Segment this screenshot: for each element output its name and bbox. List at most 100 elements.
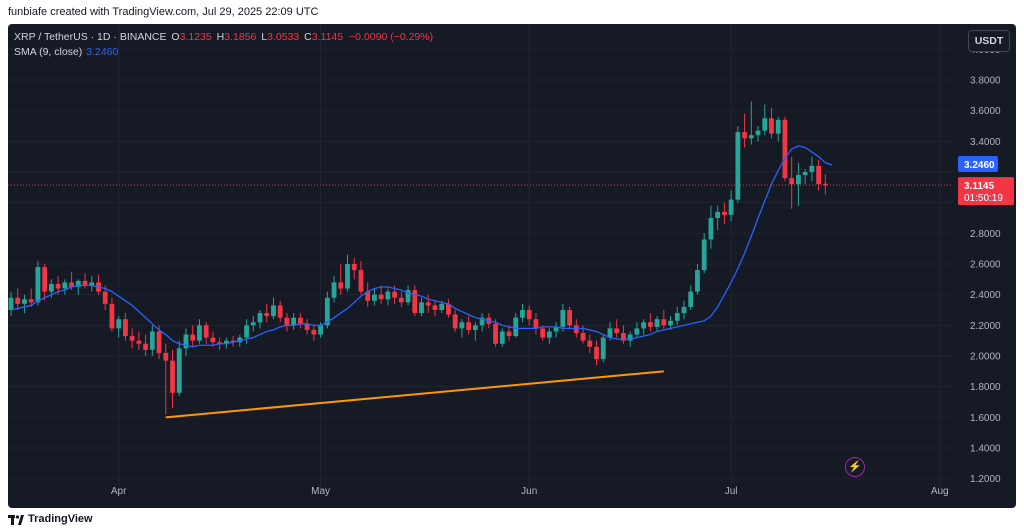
candle-body [479, 317, 485, 326]
candle-body [35, 267, 41, 303]
candle-body [695, 270, 700, 292]
candle-body [42, 267, 48, 292]
candle-body [217, 342, 223, 344]
candle-body [28, 299, 34, 303]
watermark: KashifCityAltcoin [875, 508, 1012, 527]
candle-body [553, 326, 559, 332]
candle-body [183, 334, 189, 349]
candle-body [681, 306, 687, 314]
candle-body [647, 322, 653, 327]
sma-price-tag [958, 155, 998, 172]
candle-body [297, 317, 303, 324]
candle-body [674, 313, 680, 321]
lightning-icon[interactable]: ⚡ [845, 457, 865, 477]
candle-body [466, 322, 472, 330]
candle-body [547, 331, 552, 338]
candle-body [816, 165, 821, 185]
candle-body [163, 352, 169, 361]
currency-button[interactable]: USDT [968, 30, 1010, 52]
symbol-label: XRP / TetherUS · 1D · BINANCE [14, 31, 167, 43]
candle-body [284, 317, 290, 326]
candle-body [358, 270, 364, 292]
candle-body [540, 328, 546, 338]
candle-body [264, 313, 270, 317]
footer-bar: TradingView [0, 508, 1024, 532]
chart-panel[interactable]: 1.2000 1.4000 1.6000 1.8000 2.0000 2.2000 2.40… [8, 24, 1016, 508]
candle-body [769, 118, 774, 134]
candle-body [331, 282, 337, 298]
candle-body [425, 302, 431, 306]
candle-body [701, 239, 707, 271]
candle-body [802, 172, 808, 176]
candle-body [641, 322, 647, 329]
candle-body [223, 340, 229, 344]
candle-body [782, 119, 788, 179]
support-trendline [165, 370, 664, 419]
close-value: 3.1145 [311, 31, 344, 43]
candle-body [775, 119, 781, 134]
candle-body [82, 280, 88, 286]
candle-body [493, 323, 498, 344]
candle-body [324, 297, 330, 326]
last-price-tag-text: 3.1145 [964, 181, 994, 192]
y-tick-label: 3.8000 [970, 76, 1001, 87]
candle-body [8, 297, 14, 310]
candle-body [15, 297, 21, 304]
candle-body [472, 325, 478, 330]
y-tick-label: 1.2000 [970, 474, 1001, 485]
chart-credit: funbiafe created with TradingView.com, J… [8, 6, 319, 18]
candle-body [513, 317, 519, 337]
candle-body [345, 264, 350, 289]
x-tick-label: Aug [931, 486, 949, 497]
candle-body [365, 291, 371, 301]
candle-body [755, 130, 761, 136]
candle-body [728, 199, 734, 215]
low-label: L [261, 31, 268, 43]
candle-body [116, 319, 122, 329]
candle-body [385, 291, 391, 300]
tradingview-brand: TradingView [28, 513, 93, 525]
candle-body [688, 291, 694, 307]
high-label: H [216, 31, 225, 43]
x-tick-label: Jun [521, 486, 537, 497]
candle-body [627, 334, 633, 341]
candle-body [796, 175, 801, 185]
candle-body [506, 331, 512, 337]
candle-body [48, 283, 54, 292]
candle-body [250, 322, 256, 326]
candle-body [271, 305, 276, 317]
candle-body [136, 340, 142, 344]
candle-body [102, 291, 108, 304]
low-value: 3.0533 [267, 31, 300, 43]
candle-body [392, 291, 398, 298]
candle-body [668, 320, 673, 326]
candle-body [170, 360, 175, 393]
y-tick-label: 1.4000 [970, 444, 1001, 455]
candle-body [661, 319, 667, 326]
x-tick-label: May [311, 486, 330, 497]
candle-body [190, 334, 196, 341]
candle-body [257, 313, 263, 323]
candle-body [715, 211, 721, 218]
y-tick-label: 2.8000 [970, 229, 1001, 240]
candle-body [244, 325, 249, 338]
x-tick-label: Jul [725, 486, 738, 497]
candle-body [55, 283, 61, 289]
y-tick-label: 3.6000 [970, 106, 1001, 117]
sma-line [10, 145, 833, 348]
open-label: O [171, 31, 180, 43]
price-chart[interactable]: 1.2000 1.4000 1.6000 1.8000 2.0000 2.2000 2.40… [8, 24, 1016, 508]
tradingview-logo-icon [8, 515, 24, 525]
candle-body [452, 314, 458, 329]
candle-body [156, 331, 162, 353]
candle-body [735, 132, 741, 200]
candle-body [708, 218, 714, 240]
candle-body [311, 329, 317, 335]
change-value: −0.0090 (−0.29%) [349, 31, 434, 43]
y-tick-label: 3.4000 [970, 137, 1001, 148]
candle-body [210, 337, 216, 343]
candle-body [69, 282, 74, 287]
candle-body [203, 325, 209, 338]
high-value: 3.1856 [224, 31, 257, 43]
candle-body [446, 303, 451, 315]
